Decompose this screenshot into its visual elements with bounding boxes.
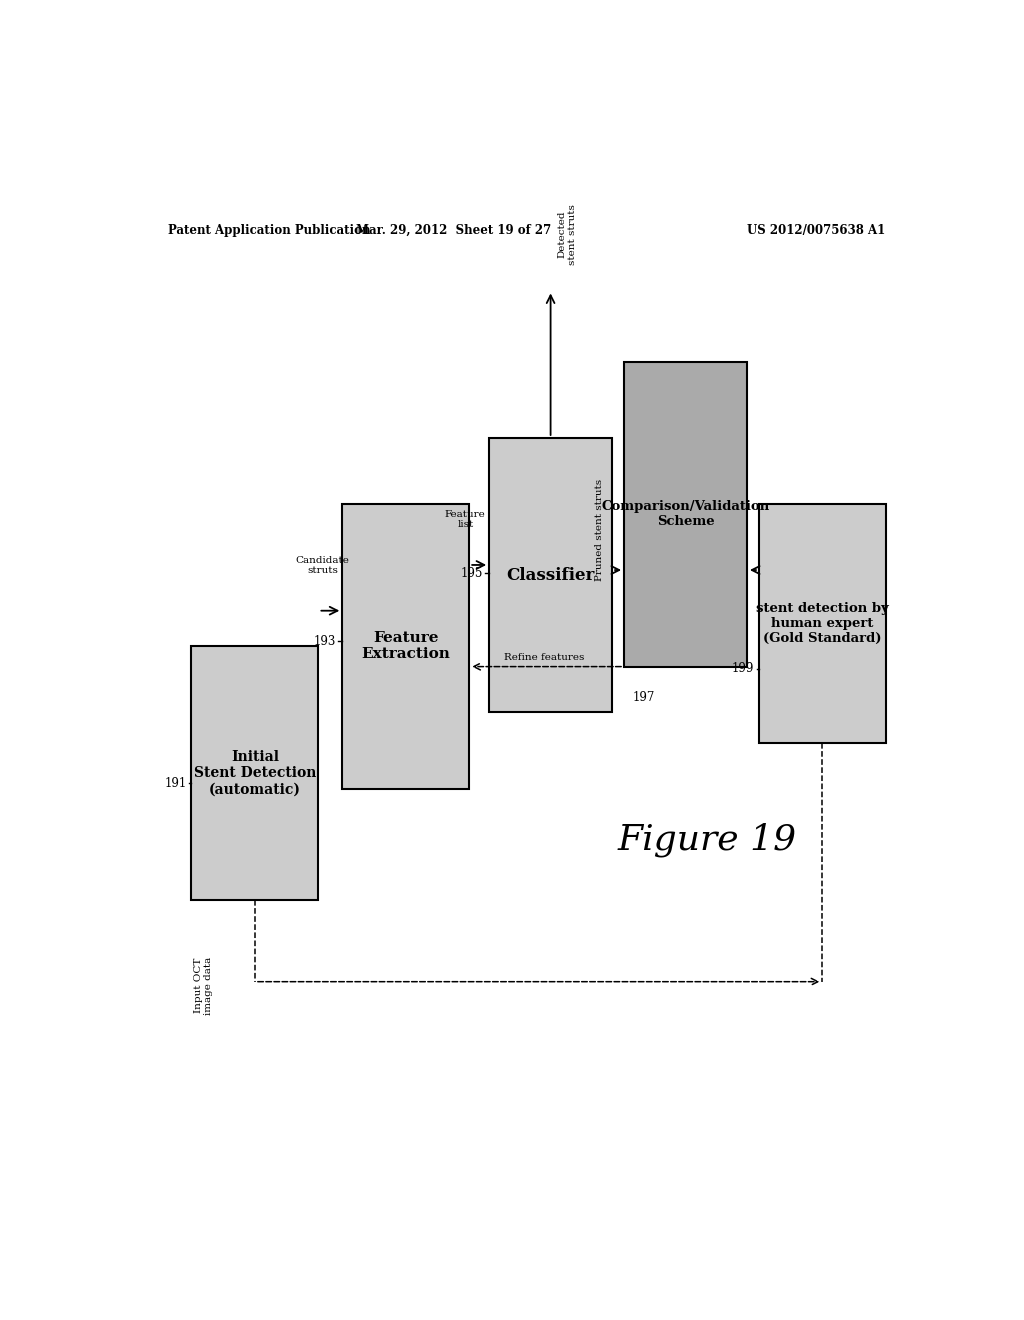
Text: 193: 193 xyxy=(313,635,336,648)
Text: Initial
Stent Detection
(automatic): Initial Stent Detection (automatic) xyxy=(194,750,316,796)
Text: 191: 191 xyxy=(165,777,186,789)
Text: Mar. 29, 2012  Sheet 19 of 27: Mar. 29, 2012 Sheet 19 of 27 xyxy=(355,224,551,238)
Text: 195: 195 xyxy=(461,566,482,579)
Text: 199: 199 xyxy=(732,663,754,675)
FancyBboxPatch shape xyxy=(489,438,612,713)
Text: Classifier: Classifier xyxy=(507,566,595,583)
Text: stent detection by
human expert
(Gold Standard): stent detection by human expert (Gold St… xyxy=(756,602,889,645)
FancyBboxPatch shape xyxy=(191,647,318,900)
Text: Pruned stent struts: Pruned stent struts xyxy=(595,479,604,581)
Text: Detected
stent struts: Detected stent struts xyxy=(557,205,577,265)
Text: Feature
list: Feature list xyxy=(444,510,485,529)
FancyBboxPatch shape xyxy=(759,504,886,743)
FancyBboxPatch shape xyxy=(342,504,469,788)
Text: Comparison/Validation
Scheme: Comparison/Validation Scheme xyxy=(601,500,770,528)
Text: Candidate
struts: Candidate struts xyxy=(296,556,349,576)
Text: Refine features: Refine features xyxy=(505,652,585,661)
FancyBboxPatch shape xyxy=(624,362,748,667)
Text: US 2012/0075638 A1: US 2012/0075638 A1 xyxy=(748,224,886,238)
Text: Input OCT
image data: Input OCT image data xyxy=(194,956,213,1015)
Text: 197: 197 xyxy=(633,690,655,704)
Text: Figure 19: Figure 19 xyxy=(617,822,797,857)
Text: Patent Application Publication: Patent Application Publication xyxy=(168,224,371,238)
Text: Feature
Extraction: Feature Extraction xyxy=(361,631,451,661)
